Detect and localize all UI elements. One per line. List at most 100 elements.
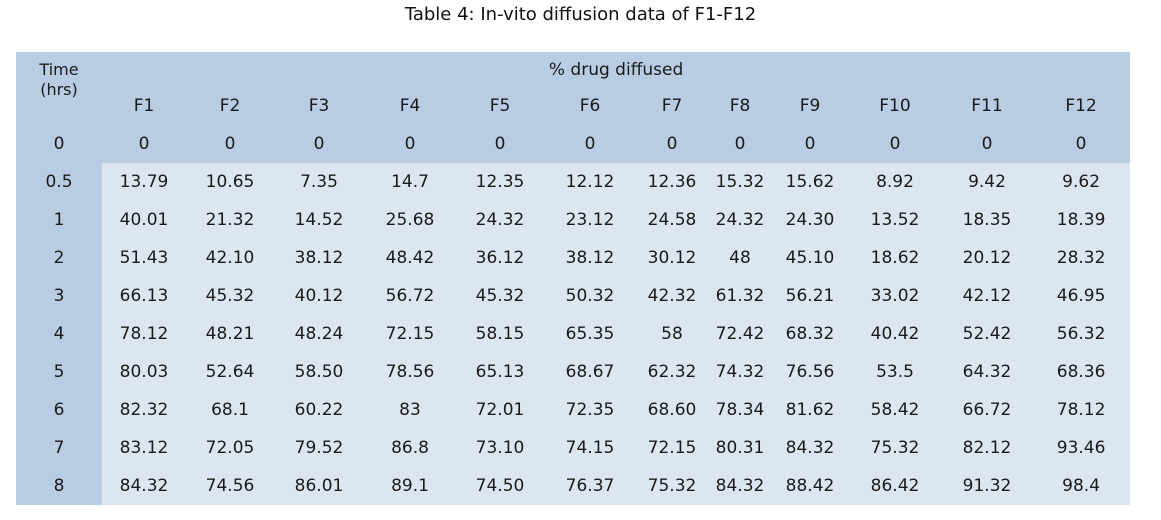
value-cell: 0 <box>708 125 772 163</box>
value-cell: 56.32 <box>1032 315 1131 353</box>
table-row: 5 80.03 52.64 58.50 78.56 65.13 68.67 62.32 74.3… <box>16 353 1131 391</box>
value-cell: 88.42 <box>772 467 848 505</box>
value-cell: 0 <box>544 125 636 163</box>
value-cell: 24.30 <box>772 201 848 239</box>
value-cell: 46.95 <box>1032 277 1131 315</box>
value-cell: 25.68 <box>364 201 456 239</box>
value-cell: 14.52 <box>274 201 364 239</box>
table-body: 0 0 0 0 0 0 0 0 0 0 0 0 0 0.5 13.79 10.65 7.35 14.7 12.35 1… <box>16 125 1131 505</box>
value-cell: 74.50 <box>456 467 544 505</box>
time-header-line2: (hrs) <box>40 80 78 99</box>
value-cell: 24.32 <box>708 201 772 239</box>
value-cell: 74.32 <box>708 353 772 391</box>
value-cell: 52.42 <box>942 315 1032 353</box>
value-cell: 0 <box>942 125 1032 163</box>
value-cell: 0 <box>364 125 456 163</box>
value-cell: 58.15 <box>456 315 544 353</box>
value-cell: 72.05 <box>186 429 274 467</box>
header-row-formulations: F1 F2 F3 F4 F5 F6 F7 F8 F9 F10 F11 F12 <box>16 87 1131 125</box>
value-cell: 86.8 <box>364 429 456 467</box>
column-header-f1: F1 <box>102 87 186 125</box>
value-cell: 21.32 <box>186 201 274 239</box>
value-cell: 38.12 <box>544 239 636 277</box>
value-cell: 18.39 <box>1032 201 1131 239</box>
column-header-f3: F3 <box>274 87 364 125</box>
value-cell: 65.13 <box>456 353 544 391</box>
value-cell: 52.64 <box>186 353 274 391</box>
value-cell: 98.4 <box>1032 467 1131 505</box>
value-cell: 72.35 <box>544 391 636 429</box>
value-cell: 78.12 <box>102 315 186 353</box>
value-cell: 8.92 <box>848 163 942 201</box>
value-cell: 74.15 <box>544 429 636 467</box>
value-cell: 38.12 <box>274 239 364 277</box>
column-header-f12: F12 <box>1032 87 1131 125</box>
value-cell: 86.42 <box>848 467 942 505</box>
table-caption: Table 4: In-vito diffusion data of F1-F1… <box>404 4 757 25</box>
value-cell: 68.36 <box>1032 353 1131 391</box>
value-cell: 0 <box>772 125 848 163</box>
value-cell: 0 <box>456 125 544 163</box>
value-cell: 13.79 <box>102 163 186 201</box>
value-cell: 79.52 <box>274 429 364 467</box>
column-header-f7: F7 <box>636 87 708 125</box>
value-cell: 89.1 <box>364 467 456 505</box>
value-cell: 72.15 <box>364 315 456 353</box>
value-cell: 30.12 <box>636 239 708 277</box>
value-cell: 58.42 <box>848 391 942 429</box>
value-cell: 84.32 <box>772 429 848 467</box>
value-cell: 23.12 <box>544 201 636 239</box>
value-cell: 72.15 <box>636 429 708 467</box>
value-cell: 13.52 <box>848 201 942 239</box>
value-cell: 58 <box>636 315 708 353</box>
time-cell: 0.5 <box>16 163 102 201</box>
value-cell: 61.32 <box>708 277 772 315</box>
value-cell: 40.42 <box>848 315 942 353</box>
value-cell: 86.01 <box>274 467 364 505</box>
value-cell: 0 <box>274 125 364 163</box>
value-cell: 0 <box>636 125 708 163</box>
value-cell: 74.56 <box>186 467 274 505</box>
time-header-line1: Time <box>39 60 79 79</box>
value-cell: 68.60 <box>636 391 708 429</box>
value-cell: 60.22 <box>274 391 364 429</box>
value-cell: 76.56 <box>772 353 848 391</box>
value-cell: 73.10 <box>456 429 544 467</box>
table-row: 4 78.12 48.21 48.24 72.15 58.15 65.35 58 72.42 68… <box>16 315 1131 353</box>
time-cell: 6 <box>16 391 102 429</box>
value-cell: 15.62 <box>772 163 848 201</box>
value-cell: 9.62 <box>1032 163 1131 201</box>
value-cell: 45.10 <box>772 239 848 277</box>
column-header-f9: F9 <box>772 87 848 125</box>
column-header-f11: F11 <box>942 87 1032 125</box>
header-row-group: Time (hrs) % drug diffused <box>16 52 1131 125</box>
value-cell: 93.46 <box>1032 429 1131 467</box>
value-cell: 68.67 <box>544 353 636 391</box>
value-cell: 0 <box>102 125 186 163</box>
table-row: 0.5 13.79 10.65 7.35 14.7 12.35 12.12 12.36 15.3… <box>16 163 1131 201</box>
value-cell: 72.42 <box>708 315 772 353</box>
value-cell: 84.32 <box>708 467 772 505</box>
value-cell: 48.21 <box>186 315 274 353</box>
value-cell: 48 <box>708 239 772 277</box>
value-cell: 81.62 <box>772 391 848 429</box>
value-cell: 48.24 <box>274 315 364 353</box>
value-cell: 62.32 <box>636 353 708 391</box>
value-cell: 45.32 <box>186 277 274 315</box>
value-cell: 12.36 <box>636 163 708 201</box>
value-cell: 82.12 <box>942 429 1032 467</box>
value-cell: 91.32 <box>942 467 1032 505</box>
table-row: 1 40.01 21.32 14.52 25.68 24.32 23.12 24.58 24.3… <box>16 201 1131 239</box>
value-cell: 78.56 <box>364 353 456 391</box>
value-cell: 18.62 <box>848 239 942 277</box>
value-cell: 65.35 <box>544 315 636 353</box>
value-cell: 14.7 <box>364 163 456 201</box>
value-cell: 7.35 <box>274 163 364 201</box>
value-cell: 20.12 <box>942 239 1032 277</box>
time-cell: 4 <box>16 315 102 353</box>
time-cell: 5 <box>16 353 102 391</box>
value-cell: 66.72 <box>942 391 1032 429</box>
value-cell: 80.03 <box>102 353 186 391</box>
value-cell: 45.32 <box>456 277 544 315</box>
time-cell: 8 <box>16 467 102 505</box>
